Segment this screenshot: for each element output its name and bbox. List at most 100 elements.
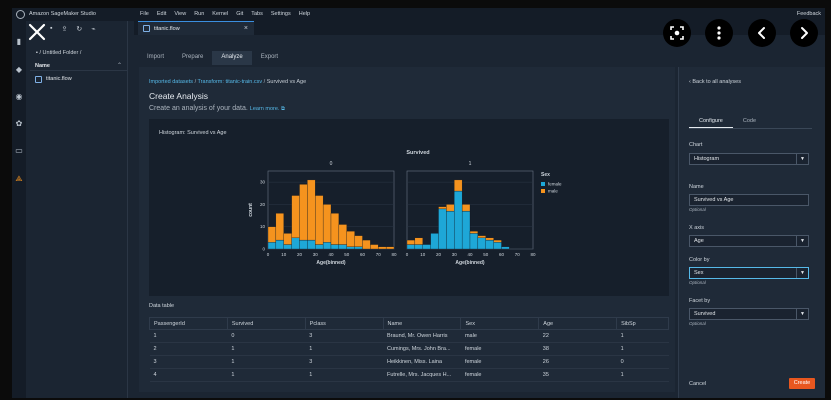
menu-tabs[interactable]: Tabs (251, 11, 263, 17)
bar-male (414, 237, 423, 245)
column-header[interactable]: Name (382, 317, 462, 330)
x-tick-label: 40 (328, 252, 334, 257)
create-button[interactable]: Create (789, 378, 815, 389)
bar-female (307, 239, 316, 250)
table-cell: 1 (227, 368, 306, 382)
x-axis-label: Age(binned) (316, 260, 345, 266)
app-title: Amazon SageMaker Studio (29, 11, 96, 17)
menu-bar: Amazon SageMaker Studio File Edit View R… (12, 8, 825, 21)
menu-run[interactable]: Run (194, 11, 205, 17)
y-tick-label: 30 (260, 180, 266, 185)
table-cell: 4 (149, 368, 228, 382)
sort-caret-icon[interactable]: ⌃ (116, 63, 122, 69)
new-folder-icon[interactable]: ▪ (50, 25, 53, 32)
menu-edit[interactable]: Edit (156, 11, 167, 17)
bar-female (430, 233, 439, 250)
breadcrumb-imported-datasets[interactable]: Imported datasets (149, 79, 194, 85)
menu-help[interactable]: Help (298, 11, 311, 17)
x-axis-label: X axis (689, 225, 704, 231)
x-tick-label: 80 (530, 252, 536, 257)
file-breadcrumb[interactable]: ▪ / Untitled Folder / (36, 50, 82, 56)
bar-female (338, 244, 347, 250)
bar-male (307, 179, 316, 241)
bar-female (275, 239, 284, 250)
bar-male (438, 206, 447, 210)
facet-by-select[interactable]: Survived ▼ (689, 308, 809, 320)
refresh-icon[interactable]: ↻ (76, 26, 83, 33)
table-cell: 22 (538, 329, 617, 343)
bar-male (315, 195, 324, 245)
previous-button[interactable] (748, 19, 776, 47)
bar-male (477, 235, 486, 239)
name-column-header[interactable]: Name (35, 63, 50, 69)
name-input[interactable]: Survived vs Age (689, 194, 809, 206)
name-label: Name (689, 184, 704, 190)
color-by-select[interactable]: Sex ▼ (689, 267, 809, 279)
bar-male (370, 244, 379, 250)
subtitle-text: Create an analysis of your data. (149, 105, 248, 112)
x-axis-select[interactable]: Age ▼ (689, 235, 809, 247)
analysis-content: Imported datasets / Transform: titanic-t… (139, 67, 675, 392)
palette-icon[interactable]: ✿ (15, 119, 23, 128)
close-tab-icon[interactable]: × (243, 25, 248, 32)
tab-export[interactable]: Export (260, 54, 279, 60)
git-clone-icon[interactable]: ⌁ (91, 26, 96, 33)
folder-icon[interactable]: ▮ (16, 37, 22, 46)
menu-view[interactable]: View (174, 11, 187, 17)
screen-capture-button[interactable] (663, 19, 691, 47)
menu-settings[interactable]: Settings (270, 11, 291, 17)
table-cell: 1 (227, 355, 306, 369)
tab-import[interactable]: Import (147, 54, 165, 60)
cancel-button[interactable]: Cancel (689, 381, 707, 387)
menu-git[interactable]: Git (236, 11, 244, 17)
bar-male (385, 246, 395, 250)
more-options-button[interactable] (705, 19, 733, 47)
tabs-icon[interactable]: ▭ (15, 146, 23, 155)
color-by-label: Color by (689, 257, 710, 263)
components-icon[interactable]: ⟁ (15, 174, 23, 183)
bar-male (267, 226, 277, 243)
column-header[interactable]: Survived (226, 317, 306, 330)
column-header[interactable]: Sex (460, 317, 540, 330)
column-header[interactable]: Age (538, 317, 618, 330)
breadcrumb-transform[interactable]: Transform: titanic-train.csv (197, 79, 263, 85)
table-cell: 0 (616, 355, 669, 369)
tab-code[interactable]: Code (742, 118, 757, 124)
name-input-value: Survived vs Age (694, 197, 734, 203)
chevron-right-icon (801, 27, 808, 39)
x-axis-select-value: Age (694, 238, 704, 244)
column-header[interactable]: Pclass (304, 317, 384, 330)
tab-prepare[interactable]: Prepare (182, 54, 204, 60)
menu-kernel[interactable]: Kernel (212, 11, 229, 17)
chart-select[interactable]: Histogram ▼ (689, 153, 809, 165)
bar-female (322, 242, 332, 250)
page-title: Create Analysis (149, 91, 209, 101)
studio-window: Amazon SageMaker Studio File Edit View R… (12, 8, 825, 398)
x-tick-label: 70 (515, 252, 521, 257)
tab-configure[interactable]: Configure (689, 116, 733, 128)
upload-icon[interactable]: ⇪ (61, 26, 68, 33)
facet-by-select-value: Survived (694, 311, 716, 317)
table-cell: 1 (227, 342, 306, 356)
tab-analyze[interactable]: Analyze (212, 51, 252, 65)
column-header[interactable]: PassengerId (149, 317, 228, 330)
close-icon[interactable] (27, 22, 47, 42)
bar-female (469, 233, 479, 250)
file-item[interactable]: titanic.flow (35, 74, 123, 84)
learn-more-link[interactable]: Learn more. ⧉ (249, 106, 285, 112)
column-header[interactable]: SibSp (616, 317, 669, 330)
document-tab[interactable]: titanic.flow × (138, 21, 254, 35)
histogram-chart: Histogram: Survived vs Age Survived 0 0 10 20… (149, 119, 669, 296)
chevron-left-icon: ‹ (689, 79, 693, 85)
feedback-link[interactable]: Feedback (796, 11, 821, 17)
bar-female (438, 208, 447, 250)
menu-file[interactable]: File (140, 11, 149, 17)
table-cell: 0 (227, 329, 306, 343)
git-icon[interactable]: ◆ (15, 65, 23, 74)
main-area: titanic.flow × Import Prepare Analyze Ex… (134, 21, 825, 398)
next-button[interactable] (790, 19, 818, 47)
back-to-analyses-link[interactable]: ‹ Back to all analyses (689, 79, 741, 85)
optional-hint: Optional (689, 280, 706, 285)
data-table-label: Data table (149, 303, 175, 309)
running-terminals-icon[interactable]: ◉ (15, 92, 23, 101)
